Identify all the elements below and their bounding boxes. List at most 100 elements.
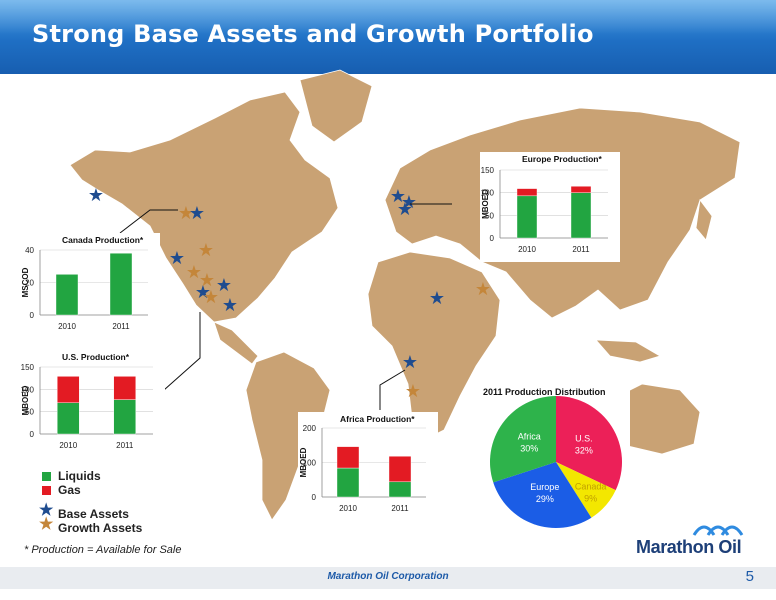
charts-layer: Canada Production* MSCOD 0 20 40 2010 2011 U.S.… (20, 152, 630, 529)
marathon-oil-logo: Marathon Oil (636, 517, 754, 561)
us-connector (163, 312, 201, 391)
africa-production-chart: Africa Production* MBOED 0 100 200 2010 2011 (298, 412, 438, 527)
pie-slice-canada (556, 462, 616, 518)
africa-bar-liquids (388, 481, 412, 498)
canada-chart-background (20, 233, 160, 343)
canada-y-tick-label: 20 (25, 279, 34, 288)
africa-x-tick-label: 2010 (339, 504, 357, 513)
gas-swatch (42, 486, 51, 495)
canada-bar-value (109, 253, 133, 316)
land-greenland (299, 69, 373, 143)
us-y-tick-label: 100 (21, 385, 35, 394)
growth-asset-star-us-1: ★ (198, 240, 214, 260)
legend-liquids-label: Liquids (58, 469, 101, 483)
pie-chart-title: 2011 Production Distribution (483, 387, 606, 397)
us-x-tick-label: 2011 (116, 441, 134, 450)
africa-bar-gas (336, 446, 360, 469)
base-asset-star-canada: ★ (189, 203, 205, 223)
canada-production-chart: Canada Production* MSCOD 0 20 40 2010 2011 (20, 233, 160, 343)
legend-liquids: Liquids (40, 469, 142, 483)
pie-pct-canada: 9% (584, 494, 597, 504)
title-highlight (0, 0, 776, 34)
europe-y-axis-label: MBOED (481, 189, 490, 219)
africa-y-tick-label: 200 (303, 424, 317, 433)
land-north-america (69, 91, 339, 323)
base-asset-star-us-3: ★ (195, 282, 211, 302)
africa-chart-background (298, 412, 438, 527)
asset-markers: ★ ★ ★ ★ ★ ★ ★ ★ ★ ★ ★ ★ ★ ★ ★ ★ ★ ★ (88, 185, 491, 401)
canada-y-axis-label: MSCOD (21, 267, 30, 297)
pie-label-europe: Europe (530, 482, 559, 492)
europe-production-chart: Europe Production* MBOED 0 50 100 150 2010 2011 (480, 152, 620, 262)
us-production-chart: U.S. Production* MBOED 0 50 100 150 2010 2011 (20, 350, 165, 460)
africa-y-axis-label: MBOED (299, 447, 308, 477)
pie-slice-africa (489, 396, 556, 483)
footer: Marathon Oil Corporation 5 (0, 567, 776, 589)
europe-x-tick-label: 2011 (572, 245, 590, 254)
europe-y-tick-label: 0 (490, 234, 495, 243)
base-asset-star-us-2: ★ (216, 275, 232, 295)
pie-pct-africa: 30% (520, 444, 538, 454)
europe-bar-gas (516, 188, 538, 197)
pie-pct-us: 32% (575, 445, 593, 455)
us-y-axis-label: MBOED (21, 385, 30, 415)
footnote: * Production = Available for Sale (24, 544, 182, 556)
canada-chart-title: Canada Production* (62, 235, 144, 245)
africa-y-tick-label: 100 (303, 459, 317, 468)
land-central-america (213, 321, 259, 365)
africa-y-tick-label: 0 (312, 493, 317, 502)
us-x-tick-label: 2010 (59, 441, 77, 450)
canada-x-tick-label: 2011 (112, 322, 130, 331)
pie-slice-europe (493, 462, 592, 529)
liquids-swatch (42, 472, 51, 481)
growth-asset-star-icon: ★ (39, 516, 54, 533)
base-asset-star-alaska: ★ (88, 185, 104, 205)
europe-y-tick-label: 50 (485, 211, 494, 220)
europe-y-tick-label: 150 (481, 166, 495, 175)
canada-y-tick-label: 0 (30, 311, 35, 320)
us-bar-gas (113, 376, 136, 400)
growth-asset-star-canada: ★ (178, 203, 194, 223)
pie-slice-us (556, 396, 622, 491)
us-bar-gas (57, 376, 80, 403)
europe-y-tick-label: 100 (481, 189, 495, 198)
base-asset-star-norway: ★ (390, 186, 406, 206)
base-asset-star-gulf: ★ (222, 295, 238, 315)
legend: Liquids Gas ★ Base Assets ★ Growth Asset… (39, 469, 142, 536)
us-y-tick-label: 150 (21, 363, 35, 372)
europe-x-tick-label: 2010 (518, 245, 536, 254)
us-chart-title: U.S. Production* (62, 352, 130, 362)
canada-y-tick-label: 40 (25, 246, 34, 255)
page-number: 5 (745, 568, 754, 585)
growth-asset-star-kurdistan: ★ (475, 279, 491, 299)
growth-asset-star-us-4: ★ (203, 287, 219, 307)
canada-x-tick-label: 2010 (58, 322, 76, 331)
logo-text: Marathon Oil (636, 537, 742, 557)
production-distribution-pie-chart: 2011 Production Distribution U.S. 32% Canad… (478, 382, 630, 529)
us-y-tick-label: 0 (30, 430, 35, 439)
legend-base-assets-label: Base Assets (58, 507, 129, 521)
marathon-logo-icon (692, 525, 744, 536)
footer-company: Marathon Oil Corporation (327, 571, 449, 582)
pie-label-africa: Africa (518, 432, 541, 442)
base-asset-star-icon: ★ (39, 502, 54, 519)
us-bar-liquids (57, 402, 80, 435)
base-asset-star-eq-guinea: ★ (402, 352, 418, 372)
africa-x-tick-label: 2011 (391, 504, 409, 513)
legend-growth-assets: ★ Growth Assets (39, 516, 142, 536)
europe-chart-title: Europe Production* (522, 154, 603, 164)
europe-bar-liquids (516, 195, 538, 239)
legend-gas: Gas (40, 483, 142, 497)
us-chart-background (20, 350, 165, 460)
land-indonesia (595, 339, 661, 363)
land-japan (695, 198, 713, 241)
europe-bar-liquids (570, 192, 592, 239)
page-title: Strong Base Assets and Growth Portfolio (32, 20, 594, 48)
base-asset-star-uk: ★ (397, 199, 413, 219)
growth-asset-star-angola: ★ (405, 381, 421, 401)
base-asset-star-us-1: ★ (169, 248, 185, 268)
europe-chart-background (480, 152, 620, 262)
canada-bar-value (55, 274, 79, 316)
land-africa (367, 251, 501, 439)
africa-bar-gas (388, 456, 412, 483)
